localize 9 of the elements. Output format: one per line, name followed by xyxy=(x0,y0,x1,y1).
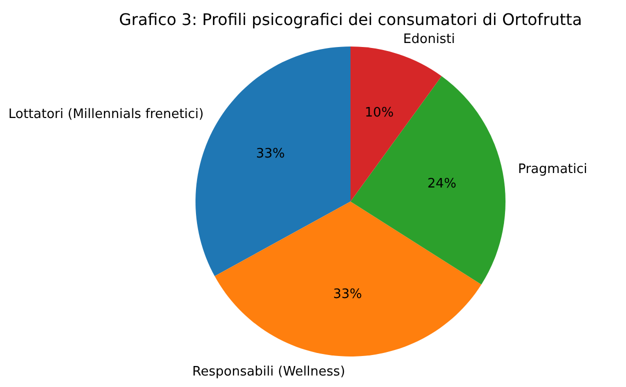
data-label: 33% xyxy=(256,146,285,162)
slice-label: Lottatori (Millennials frenetici) xyxy=(8,107,204,122)
data-label: 10% xyxy=(364,106,394,121)
data-label: 33% xyxy=(333,286,362,302)
slice-label: Responsabili (Wellness) xyxy=(192,364,346,380)
slice-label: Edonisti xyxy=(403,32,455,47)
data-label: 24% xyxy=(427,176,456,192)
slice-label: Pragmatici xyxy=(518,162,588,178)
chart-title: Grafico 3: Profili psicografici dei consumatori di Ortofrutta xyxy=(118,10,582,29)
